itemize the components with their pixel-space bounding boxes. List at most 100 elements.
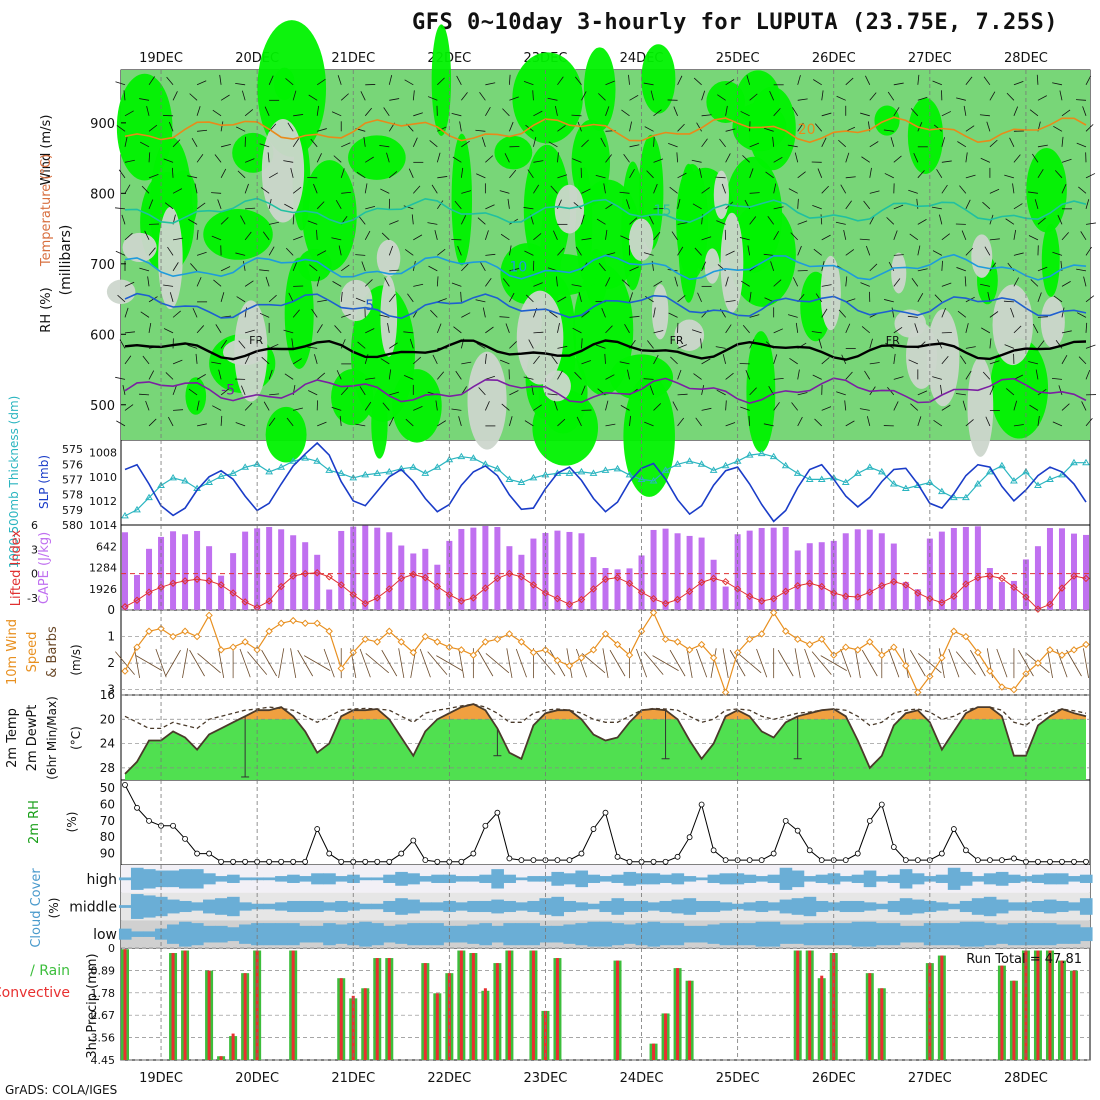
- upper-wind-barb: [619, 191, 630, 194]
- upper-wind-barb: [893, 401, 899, 411]
- upper-wind-barb: [911, 278, 919, 287]
- upper-wind-barb: [605, 154, 612, 163]
- upper-wind-barb: [388, 369, 392, 380]
- upper-wind-barb: [1013, 154, 1021, 163]
- upper-wind-barb: [288, 292, 294, 303]
- upper-wind-barb: [359, 386, 366, 396]
- cloud-bar-middle: [1079, 898, 1093, 915]
- upper-wind-barb: [821, 185, 829, 194]
- rh-moist-blob: [451, 133, 473, 266]
- rh-moist-blob: [392, 369, 442, 443]
- cloud-bar-low: [611, 923, 625, 946]
- cloud-bar-low: [383, 925, 396, 943]
- upper-wind-barb: [845, 323, 851, 334]
- cape-bar: [386, 532, 393, 610]
- cloud-bar-high: [154, 870, 168, 888]
- wind-speed-marker: [806, 640, 814, 649]
- upper-wind-barb: [167, 246, 174, 256]
- upper-wind-barb: [380, 188, 390, 194]
- upper-wind-barb: [965, 152, 968, 163]
- cloud-bar-low: [803, 923, 817, 946]
- li-marker: [721, 577, 730, 586]
- thickness-marker: [661, 466, 670, 473]
- upper-wind-barb: [749, 93, 758, 101]
- li-marker: [709, 574, 718, 583]
- upper-wind-barb: [671, 231, 678, 241]
- wind-barb: [115, 651, 135, 675]
- upper-wind-barb: [648, 215, 654, 225]
- upper-wind-barb: [605, 106, 610, 116]
- li-marker: [661, 599, 670, 608]
- thickness-marker: [457, 452, 466, 460]
- upper-wind-barb: [389, 391, 399, 396]
- li-marker: [565, 600, 574, 609]
- cloud-bar-low: [287, 923, 300, 946]
- upper-wind-barb: [220, 266, 231, 272]
- rh-legend-label: RH (%): [39, 287, 54, 332]
- upper-wind-barb: [523, 376, 534, 380]
- wind-speed-marker: [962, 632, 970, 641]
- upper-wind-barb: [939, 214, 943, 225]
- precip-convective-bar: [652, 1043, 656, 1060]
- upper-wind-barb: [336, 370, 342, 380]
- thickness-marker: [493, 464, 502, 472]
- upper-wind-barb: [317, 421, 327, 427]
- upper-wind-barb: [836, 391, 846, 396]
- cloud-bar-high: [587, 874, 601, 883]
- upper-wind-barb: [220, 168, 227, 179]
- wind-barb: [1083, 648, 1089, 678]
- upper-wind-barb: [388, 293, 396, 303]
- wind-barb: [794, 648, 801, 678]
- upper-wind-barb: [821, 112, 832, 117]
- rh-marker: [710, 847, 717, 854]
- wind-speed-marker: [457, 646, 466, 654]
- upper-wind-barb: [499, 190, 510, 194]
- cape-bar: [566, 531, 573, 610]
- upper-wind-barb: [437, 77, 445, 86]
- rh-marker: [530, 857, 537, 863]
- upper-wind-barb: [749, 216, 757, 225]
- upper-wind-barb: [814, 418, 823, 427]
- wind-barb: [710, 648, 717, 678]
- isotherm-label: 15: [654, 203, 672, 219]
- upper-wind-barb: [217, 199, 222, 209]
- upper-wind-barb: [869, 167, 872, 178]
- freezing-level-label: FR: [670, 334, 684, 347]
- upper-wind-barb: [405, 418, 414, 427]
- rh-marker: [218, 858, 225, 865]
- cape-bar: [686, 535, 693, 610]
- cloud-bar-high: [551, 871, 565, 886]
- upper-wind-barb: [504, 153, 510, 163]
- upper-wind-barb: [628, 74, 630, 85]
- upper-wind-barb: [427, 96, 438, 101]
- upper-wind-barb: [725, 276, 729, 287]
- isotherm-line: [124, 377, 1087, 405]
- upper-wind-barb: [983, 76, 991, 86]
- rh-dry-blob: [967, 357, 994, 457]
- upper-wind-barb: [481, 137, 486, 147]
- upper-wind-barb: [739, 237, 750, 241]
- cloud-bar-high: [779, 867, 793, 890]
- cloud-unit-label: (%): [47, 898, 61, 919]
- upper-wind-barb: [581, 188, 591, 194]
- cloud-bar-high: [851, 874, 865, 883]
- cloud-bar-middle: [767, 902, 781, 911]
- rh-marker: [770, 850, 777, 857]
- li-marker: [337, 581, 345, 589]
- thickness-marker: [745, 451, 754, 458]
- upper-wind-barb: [860, 112, 870, 117]
- upper-wind-barb: [725, 400, 727, 411]
- rh-dry-blob: [891, 252, 907, 294]
- cloud-bar-high: [839, 876, 853, 882]
- rh-marker: [999, 857, 1005, 863]
- rh-moist-blob: [583, 47, 616, 132]
- upper-wind-barb: [407, 293, 414, 303]
- wind-speed-marker: [265, 627, 273, 635]
- rh-moist-blob: [706, 80, 745, 123]
- upper-wind-barb: [893, 278, 901, 287]
- wind-speed-marker: [769, 608, 778, 617]
- rh-dry-blob: [467, 351, 507, 450]
- cloud-bar-low: [118, 928, 132, 940]
- precip-convective-bar: [123, 949, 127, 1060]
- upper-wind-barb: [1078, 356, 1087, 365]
